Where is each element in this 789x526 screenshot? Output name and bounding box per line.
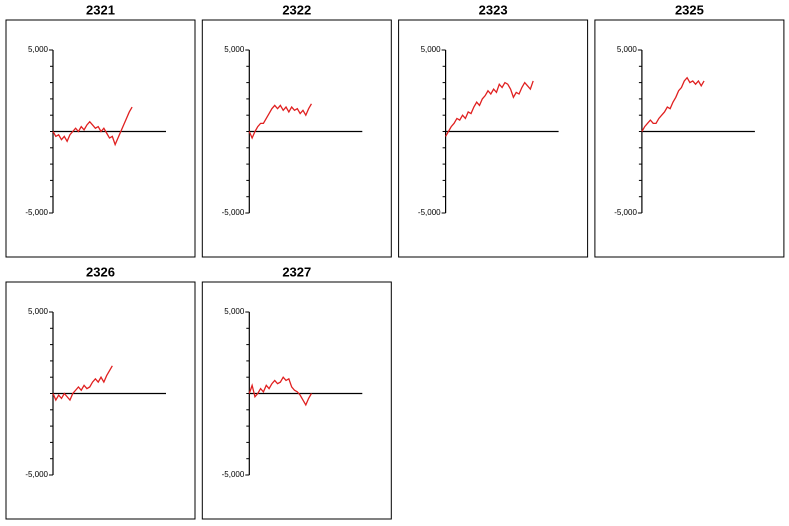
chart-title: 2327 <box>282 264 311 279</box>
y-tick-label: -5,000 <box>25 208 48 217</box>
series-line <box>52 365 113 402</box>
y-tick-label: 5,000 <box>421 45 442 54</box>
y-tick-label: -5,000 <box>222 208 245 217</box>
panel <box>5 281 196 520</box>
y-tick-label: -5,000 <box>222 470 245 479</box>
chart-title: 2322 <box>282 2 311 17</box>
panel <box>398 19 589 258</box>
chart-title: 2323 <box>479 2 508 17</box>
panel <box>594 19 785 258</box>
y-tick-label: 5,000 <box>224 45 245 54</box>
chart-title: 2321 <box>86 2 115 17</box>
panel <box>5 19 196 258</box>
panel <box>201 281 392 520</box>
y-tick-label: 5,000 <box>224 307 245 316</box>
chart-title: 2326 <box>86 264 115 279</box>
y-tick-label: 5,000 <box>28 307 49 316</box>
series-line <box>248 376 313 407</box>
y-tick-label: -5,000 <box>25 470 48 479</box>
y-tick-label: -5,000 <box>614 208 637 217</box>
y-tick-label: -5,000 <box>418 208 441 217</box>
series-line <box>445 80 534 137</box>
y-tick-label: 5,000 <box>617 45 638 54</box>
y-tick-label: 5,000 <box>28 45 49 54</box>
series-line <box>52 106 133 147</box>
series-line <box>248 103 313 140</box>
chart-title: 2325 <box>675 2 704 17</box>
series-line <box>641 76 705 132</box>
panel <box>201 19 392 258</box>
